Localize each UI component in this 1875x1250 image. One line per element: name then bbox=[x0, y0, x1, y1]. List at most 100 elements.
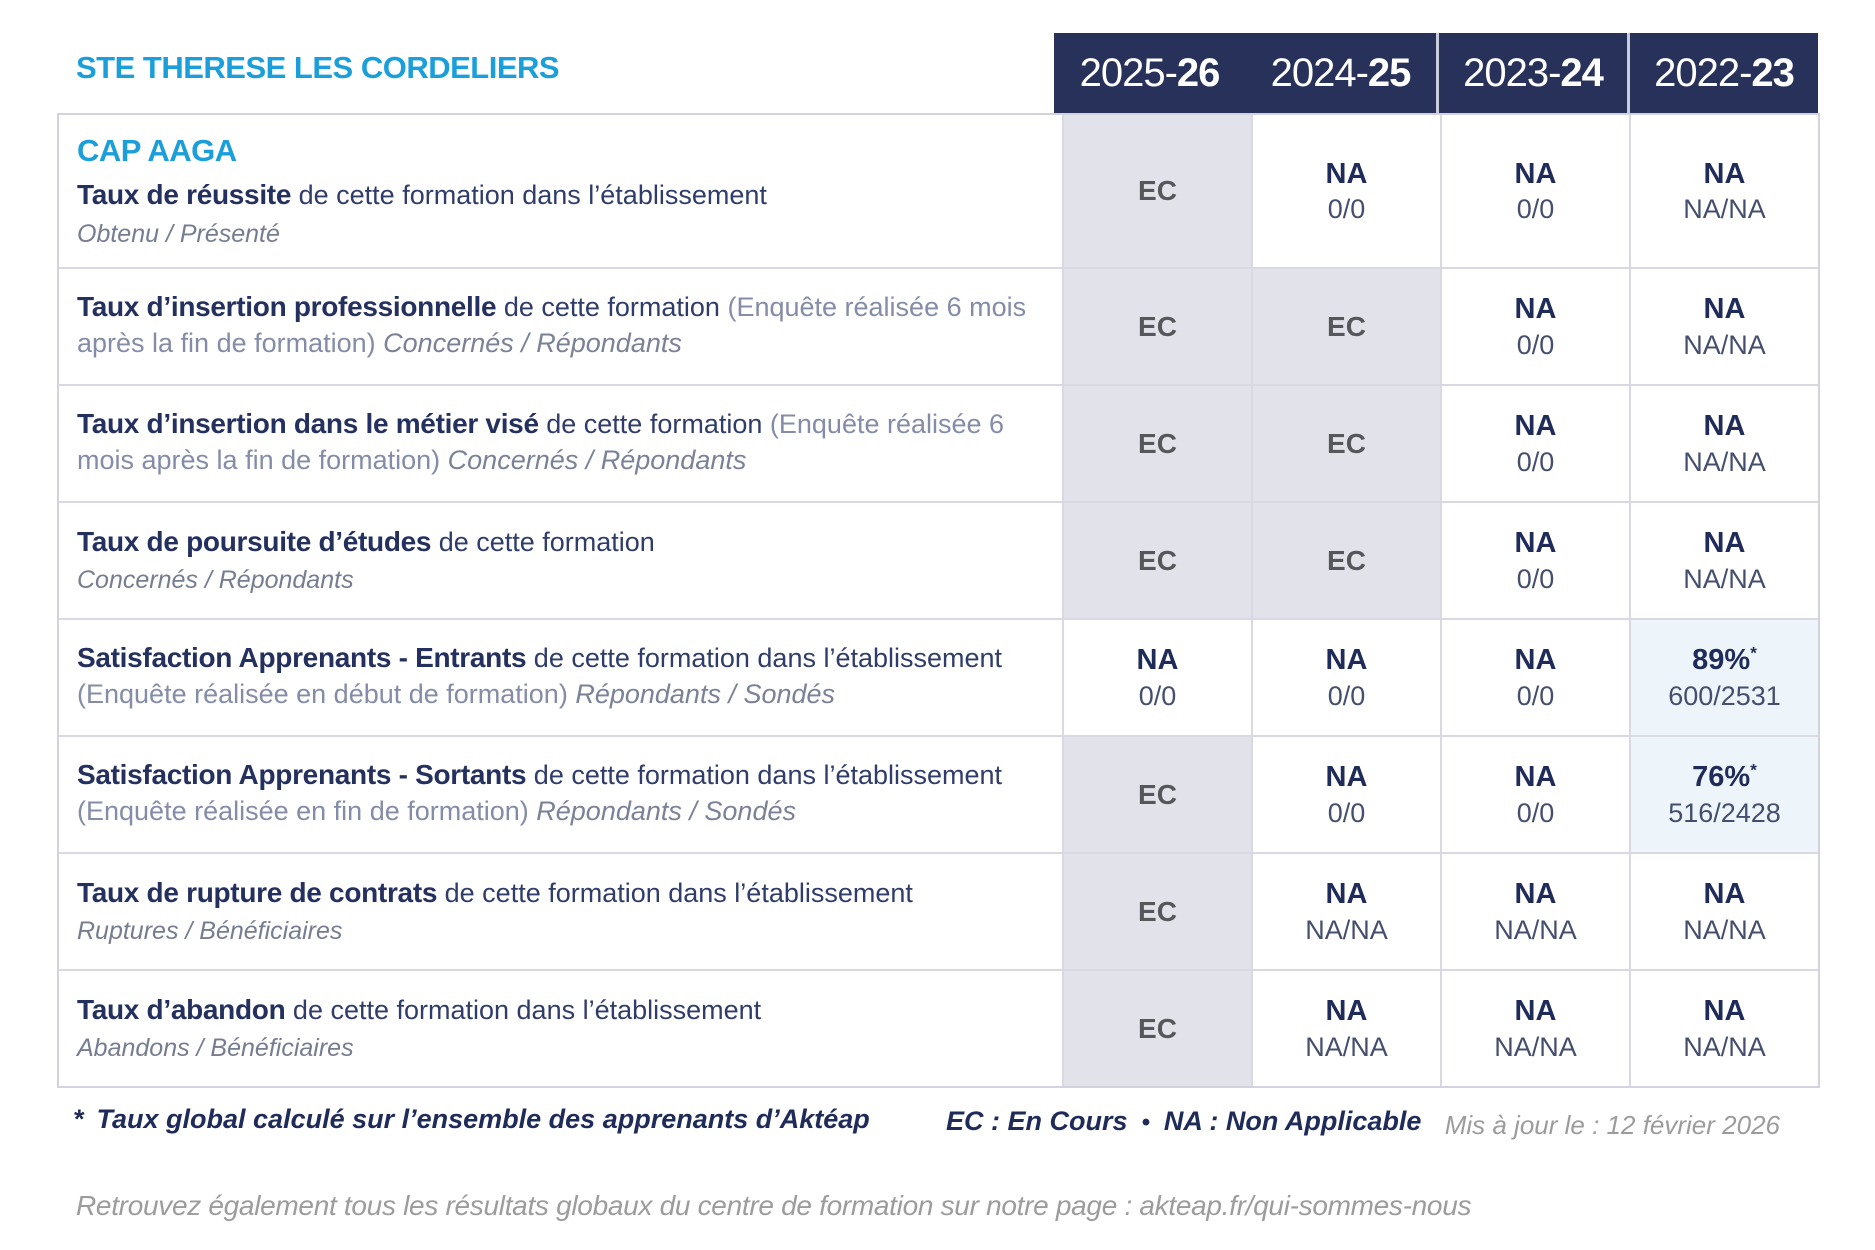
row-label: CAP AAGA Taux de réussite de cette forma… bbox=[59, 115, 1062, 267]
row-label: Taux d’insertion dans le métier visé de … bbox=[59, 386, 1062, 501]
cell-value: NA bbox=[1703, 995, 1746, 1028]
asterisk-text: Taux global calculé sur l’ensemble des a… bbox=[96, 1104, 870, 1134]
cell-main-value: NA bbox=[1515, 994, 1557, 1029]
last-updated-date: Mis à jour le : 12 février 2026 bbox=[1444, 1110, 1780, 1140]
cell-main-value: NA bbox=[1326, 994, 1368, 1029]
value-cell: EC bbox=[1062, 503, 1251, 618]
value-cell: NA NA/NA bbox=[1629, 269, 1818, 384]
cell-main-value: EC bbox=[1138, 544, 1177, 578]
cell-value: NA bbox=[1325, 995, 1368, 1028]
cell-sub-value: 516/2428 bbox=[1668, 797, 1781, 828]
cell-main-value: EC bbox=[1327, 310, 1366, 344]
indicator-subline: Obtenu / Présenté bbox=[77, 219, 280, 248]
indicator-title: Taux de rupture de contrats bbox=[77, 876, 438, 908]
cell-sub-value: 0/0 bbox=[1516, 797, 1555, 828]
value-cell: NA 0/0 bbox=[1440, 620, 1629, 735]
cell-value: NA bbox=[1514, 157, 1557, 190]
cell-main-value: EC bbox=[1138, 427, 1177, 461]
indicator-title: Taux d’insertion dans le métier visé bbox=[77, 408, 539, 440]
legend-na: NA : Non Applicable bbox=[1163, 1106, 1422, 1136]
cell-value: NA bbox=[1514, 878, 1557, 911]
cell-value: EC bbox=[1327, 427, 1366, 459]
cell-sub-value: NA/NA bbox=[1305, 914, 1388, 945]
year-header-row: 2025- 26 2024- 25 2023- 24 2022- 23 bbox=[57, 33, 1820, 113]
indicator-label: Satisfaction Apprenants - Entrants de ce… bbox=[77, 640, 1038, 713]
abbreviation-legend: EC : En Cours • NA : Non Applicable bbox=[946, 1106, 1421, 1137]
program-title: CAP AAGA bbox=[77, 133, 237, 169]
indicator-note: (Enquête réalisée en début de formation) bbox=[77, 679, 568, 710]
cell-sub-value: NA/NA bbox=[1305, 1031, 1388, 1062]
cell-sub-value: NA/NA bbox=[1683, 329, 1766, 360]
indicator-desc: de cette formation dans l’établissement bbox=[298, 180, 767, 211]
cell-value: NA bbox=[1325, 878, 1368, 911]
value-cell: NA NA/NA bbox=[1629, 115, 1818, 267]
cell-value: NA bbox=[1703, 410, 1746, 443]
indicator-desc: de cette formation bbox=[503, 292, 720, 323]
indicator-title: Satisfaction Apprenants - Entrants bbox=[77, 642, 527, 674]
cell-sub-value: NA/NA bbox=[1494, 1031, 1577, 1062]
indicator-sub: Répondants / Sondés bbox=[575, 679, 836, 710]
row-label: Taux de rupture de contrats de cette for… bbox=[59, 854, 1062, 969]
row-label: Taux d’abandon de cette formation dans l… bbox=[59, 971, 1062, 1086]
global-results-note: Retrouvez également tous les résultats g… bbox=[76, 1190, 1472, 1221]
cell-value: NA bbox=[1325, 761, 1368, 794]
indicator-label: Taux d’insertion dans le métier visé de … bbox=[77, 406, 1038, 479]
cell-value: NA bbox=[1136, 644, 1179, 677]
cell-value: NA bbox=[1703, 293, 1746, 326]
indicator-desc: de cette formation dans l’établissement bbox=[444, 877, 913, 908]
cell-sub-value: 0/0 bbox=[1516, 563, 1555, 594]
indicator-desc: de cette formation dans l’établissement bbox=[292, 994, 762, 1025]
column-header-2025-26: 2025- 26 bbox=[1054, 33, 1245, 113]
cell-value: NA bbox=[1514, 644, 1557, 677]
cell-sub-value: 0/0 bbox=[1327, 680, 1366, 711]
value-cell: EC bbox=[1251, 503, 1440, 618]
table-row: CAP AAGA Taux de réussite de cette forma… bbox=[59, 115, 1818, 267]
value-cell: EC bbox=[1251, 386, 1440, 501]
cell-value: NA bbox=[1325, 157, 1368, 190]
value-cell: NA NA/NA bbox=[1251, 854, 1440, 969]
indicator-label: Taux de réussite de cette formation dans… bbox=[77, 177, 1038, 214]
indicator-sub: Concernés / Répondants bbox=[447, 445, 747, 476]
cell-value: NA bbox=[1514, 761, 1557, 794]
value-cell: NA 0/0 bbox=[1440, 737, 1629, 852]
value-cell: NA 0/0 bbox=[1440, 386, 1629, 501]
cell-sub-value: 0/0 bbox=[1138, 680, 1177, 711]
cell-main-value: NA bbox=[1515, 526, 1557, 561]
value-cell: NA NA/NA bbox=[1629, 503, 1818, 618]
cell-main-value: NA bbox=[1326, 157, 1368, 192]
cell-sub-value: NA/NA bbox=[1683, 563, 1766, 594]
cell-value: EC bbox=[1138, 778, 1177, 810]
cell-sub-value: 0/0 bbox=[1516, 446, 1555, 477]
column-header-2024-25: 2024- 25 bbox=[1245, 33, 1436, 113]
cell-main-value: EC bbox=[1138, 310, 1177, 344]
indicator-title: Taux d’abandon bbox=[77, 993, 286, 1025]
cell-value: NA bbox=[1514, 410, 1557, 443]
table-row: Taux de poursuite d’études de cette form… bbox=[59, 501, 1818, 618]
cell-main-value: EC bbox=[1138, 174, 1177, 208]
table-body: CAP AAGA Taux de réussite de cette forma… bbox=[57, 113, 1820, 1088]
cell-value: EC bbox=[1138, 544, 1177, 576]
indicator-title: Satisfaction Apprenants - Sortants bbox=[77, 759, 527, 791]
cell-main-value: NA bbox=[1515, 877, 1557, 912]
cell-value: NA bbox=[1703, 527, 1746, 560]
cell-main-value: NA bbox=[1515, 157, 1557, 192]
value-cell: NA 0/0 bbox=[1251, 737, 1440, 852]
value-cell: NA 0/0 bbox=[1062, 620, 1251, 735]
cell-value: 89% bbox=[1692, 644, 1751, 677]
indicator-sub: Répondants / Sondés bbox=[536, 796, 796, 827]
cell-sub-value: 0/0 bbox=[1516, 329, 1555, 360]
school-name: STE THERESE LES CORDELIERS bbox=[76, 50, 560, 85]
indicator-title: Taux de réussite bbox=[77, 179, 292, 211]
cell-main-value: NA bbox=[1704, 409, 1746, 444]
year-bold: 23 bbox=[1751, 50, 1794, 95]
cell-value: NA bbox=[1514, 527, 1557, 560]
indicator-label: Taux d’insertion professionnelle de cett… bbox=[77, 289, 1038, 362]
cell-value: EC bbox=[1138, 427, 1177, 459]
cell-value: 76% bbox=[1692, 761, 1751, 794]
indicator-desc: de cette formation dans l’établissement bbox=[533, 643, 1003, 674]
table-row: Satisfaction Apprenants - Entrants de ce… bbox=[59, 618, 1818, 735]
value-cell: NA NA/NA bbox=[1251, 971, 1440, 1086]
indicator-desc: de cette formation dans l’établissement bbox=[533, 760, 1003, 791]
table-row: Satisfaction Apprenants - Sortants de ce… bbox=[59, 735, 1818, 852]
